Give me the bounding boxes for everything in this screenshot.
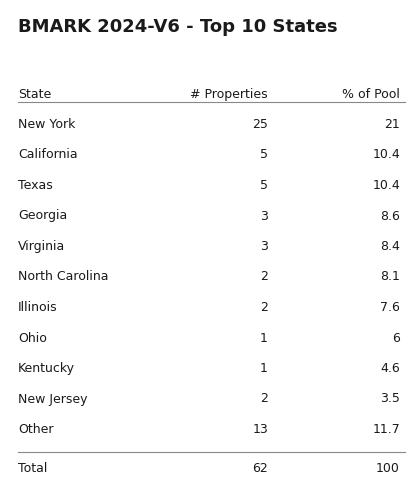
Text: 7.6: 7.6 bbox=[380, 301, 400, 314]
Text: Total: Total bbox=[18, 462, 47, 475]
Text: Kentucky: Kentucky bbox=[18, 362, 75, 375]
Text: 25: 25 bbox=[252, 118, 268, 131]
Text: 3: 3 bbox=[260, 240, 268, 253]
Text: 8.4: 8.4 bbox=[380, 240, 400, 253]
Text: Illinois: Illinois bbox=[18, 301, 58, 314]
Text: 2: 2 bbox=[260, 270, 268, 283]
Text: New Jersey: New Jersey bbox=[18, 393, 87, 406]
Text: 1: 1 bbox=[260, 362, 268, 375]
Text: 3: 3 bbox=[260, 209, 268, 223]
Text: 10.4: 10.4 bbox=[372, 179, 400, 192]
Text: California: California bbox=[18, 149, 78, 162]
Text: New York: New York bbox=[18, 118, 75, 131]
Text: 8.1: 8.1 bbox=[380, 270, 400, 283]
Text: 10.4: 10.4 bbox=[372, 149, 400, 162]
Text: 100: 100 bbox=[376, 462, 400, 475]
Text: 13: 13 bbox=[252, 423, 268, 436]
Text: # Properties: # Properties bbox=[190, 88, 268, 101]
Text: 1: 1 bbox=[260, 332, 268, 344]
Text: 62: 62 bbox=[252, 462, 268, 475]
Text: BMARK 2024-V6 - Top 10 States: BMARK 2024-V6 - Top 10 States bbox=[18, 18, 338, 36]
Text: North Carolina: North Carolina bbox=[18, 270, 108, 283]
Text: Georgia: Georgia bbox=[18, 209, 67, 223]
Text: 4.6: 4.6 bbox=[380, 362, 400, 375]
Text: 6: 6 bbox=[392, 332, 400, 344]
Text: 21: 21 bbox=[384, 118, 400, 131]
Text: Texas: Texas bbox=[18, 179, 53, 192]
Text: 11.7: 11.7 bbox=[372, 423, 400, 436]
Text: 5: 5 bbox=[260, 149, 268, 162]
Text: Virginia: Virginia bbox=[18, 240, 65, 253]
Text: Other: Other bbox=[18, 423, 53, 436]
Text: % of Pool: % of Pool bbox=[342, 88, 400, 101]
Text: 5: 5 bbox=[260, 179, 268, 192]
Text: 2: 2 bbox=[260, 301, 268, 314]
Text: 3.5: 3.5 bbox=[380, 393, 400, 406]
Text: 2: 2 bbox=[260, 393, 268, 406]
Text: 8.6: 8.6 bbox=[380, 209, 400, 223]
Text: Ohio: Ohio bbox=[18, 332, 47, 344]
Text: State: State bbox=[18, 88, 51, 101]
